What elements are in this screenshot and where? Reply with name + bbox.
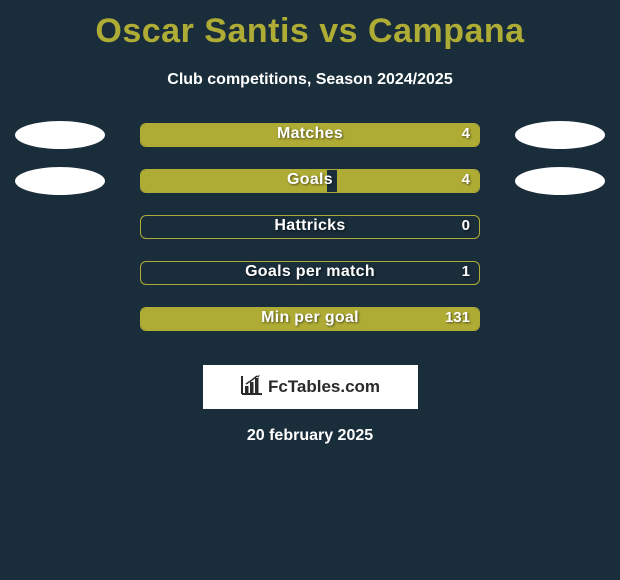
stat-row: Min per goal131 — [0, 307, 620, 353]
stat-value-right: 4 — [462, 171, 470, 188]
logo-text: FcTables.com — [268, 377, 380, 397]
subtitle: Club competitions, Season 2024/2025 — [0, 71, 620, 89]
stat-value-right: 1 — [462, 263, 470, 280]
stat-row: Matches4 — [0, 123, 620, 169]
date-label: 20 february 2025 — [0, 427, 620, 445]
stat-row: Hattricks0 — [0, 215, 620, 261]
page-title: Oscar Santis vs Campana — [0, 0, 620, 51]
bar-chart-icon — [240, 374, 264, 401]
stat-label: Hattricks — [0, 217, 620, 235]
stat-label: Min per goal — [0, 309, 620, 327]
stat-value-right: 4 — [462, 125, 470, 142]
stat-label: Matches — [0, 125, 620, 143]
stats-rows: Matches4Goals4Hattricks0Goals per match1… — [0, 123, 620, 353]
logo-box: FcTables.com — [203, 365, 418, 409]
stat-value-right: 0 — [462, 217, 470, 234]
stat-row: Goals4 — [0, 169, 620, 215]
stat-label: Goals per match — [0, 263, 620, 281]
stat-value-right: 131 — [445, 309, 470, 326]
stat-label: Goals — [0, 171, 620, 189]
stat-row: Goals per match1 — [0, 261, 620, 307]
